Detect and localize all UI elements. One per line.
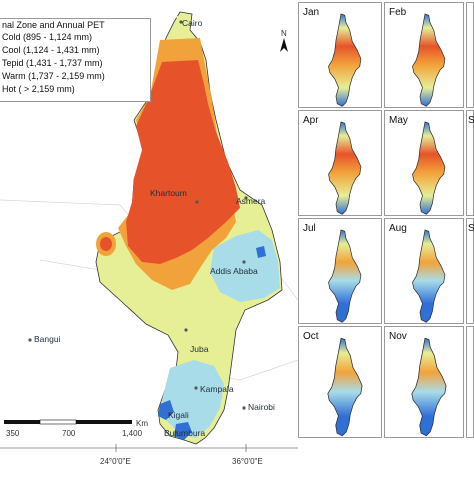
- scale-tick-350: 350: [6, 429, 20, 438]
- scale-bar: 350 700 1,400 Km: [4, 419, 148, 438]
- city-dot-nairobi: [242, 406, 246, 410]
- city-khartoum: Khartoum: [150, 188, 187, 198]
- legend-item-cold: Cold (895 - 1,124 mm): [2, 32, 93, 42]
- legend-item-cool: Cool (1,124 - 1,431 mm): [2, 45, 100, 55]
- city-cairo: Cairo: [182, 18, 203, 28]
- month-label: May: [389, 115, 408, 126]
- month-panel-jul: Jul: [298, 218, 382, 324]
- scale-unit: Km: [136, 419, 148, 428]
- city-asmera: Asmera: [236, 196, 266, 206]
- month-panel-s: S: [466, 110, 474, 216]
- city-addis-ababa: Addis Ababa: [210, 266, 258, 276]
- month-panel-oct: Oct: [298, 326, 382, 438]
- city-dot-addis: [242, 260, 246, 264]
- month-panel-nov: Nov: [384, 326, 464, 438]
- month-mini-map: [328, 13, 362, 107]
- lon-label-36: 36°0'0"E: [232, 457, 263, 466]
- month-panel-may: May: [384, 110, 464, 216]
- city-kigali: Kigali: [168, 410, 189, 420]
- hot-spot-west: [100, 237, 112, 251]
- lake-region-cool-zone: [162, 360, 224, 438]
- city-nairobi: Nairobi: [248, 402, 275, 412]
- legend-item-tepid: Tepid (1,431 - 1,737 mm): [2, 58, 103, 68]
- city-dot-kigali: [168, 412, 172, 416]
- month-mini-map: [327, 337, 363, 437]
- city-dot-juba: [184, 328, 188, 332]
- month-mini-map: [412, 229, 446, 323]
- month-label: Aug: [389, 223, 407, 234]
- north-label: N: [281, 29, 287, 38]
- city-kampala: Kampala: [200, 384, 234, 394]
- city-markers: Cairo Khartoum Asmera Addis Ababa Juba B…: [28, 18, 275, 438]
- month-panel-s: S: [466, 218, 474, 324]
- city-dot-bujumbura: [174, 430, 178, 434]
- month-mini-map: [412, 13, 446, 107]
- month-panel-blank-2: [466, 2, 474, 108]
- month-mini-map: [328, 121, 362, 215]
- scale-tick-700: 700: [62, 429, 76, 438]
- cold-patch-burundi: [174, 422, 192, 440]
- scale-tick-1400: 1,400: [122, 429, 143, 438]
- legend-title: nal Zone and Annual PET: [2, 20, 105, 30]
- month-panel-aug: Aug: [384, 218, 464, 324]
- month-label: Apr: [303, 115, 319, 126]
- city-dot-cairo: [179, 20, 183, 24]
- month-label-cut: S: [468, 115, 474, 126]
- city-dot-bangui: [28, 338, 32, 342]
- month-mini-map: [328, 229, 362, 323]
- month-panel-apr: Apr: [298, 110, 382, 216]
- month-label: Oct: [303, 331, 319, 342]
- month-label: Nov: [389, 331, 407, 342]
- month-label-cut: S: [468, 223, 474, 234]
- legend-item-hot: Hot ( > 2,159 mm): [2, 84, 75, 94]
- legend-item-warm: Warm (1,737 - 2,159 mm): [2, 71, 105, 81]
- city-dot-asmera: [244, 196, 248, 200]
- city-juba: Juba: [190, 344, 209, 354]
- month-mini-map: [411, 337, 447, 437]
- legend: nal Zone and Annual PET Cold (895 - 1,12…: [0, 18, 151, 102]
- month-label: Feb: [389, 7, 407, 18]
- month-label: Jan: [303, 7, 320, 18]
- city-bujumbura: Bujumbura: [164, 428, 205, 438]
- city-dot-kampala: [194, 386, 198, 390]
- lon-label-24: 24°0'0"E: [100, 457, 131, 466]
- month-label: Jul: [303, 223, 316, 234]
- city-dot-khartoum: [195, 200, 199, 204]
- month-panel-feb: Feb: [384, 2, 464, 108]
- basin-hot-zone: [126, 60, 240, 264]
- city-bangui: Bangui: [34, 334, 61, 344]
- cold-patch-ethiopia: [256, 246, 266, 258]
- north-arrow: N: [280, 29, 288, 52]
- delta-tepid: [176, 16, 190, 28]
- main-climate-map: N Cairo Khartoum Asmera Addis Ababa Juba…: [0, 11, 299, 466]
- month-panel-jan: Jan: [298, 2, 382, 108]
- month-mini-map: [412, 121, 446, 215]
- month-panel-blank-11: [466, 326, 474, 438]
